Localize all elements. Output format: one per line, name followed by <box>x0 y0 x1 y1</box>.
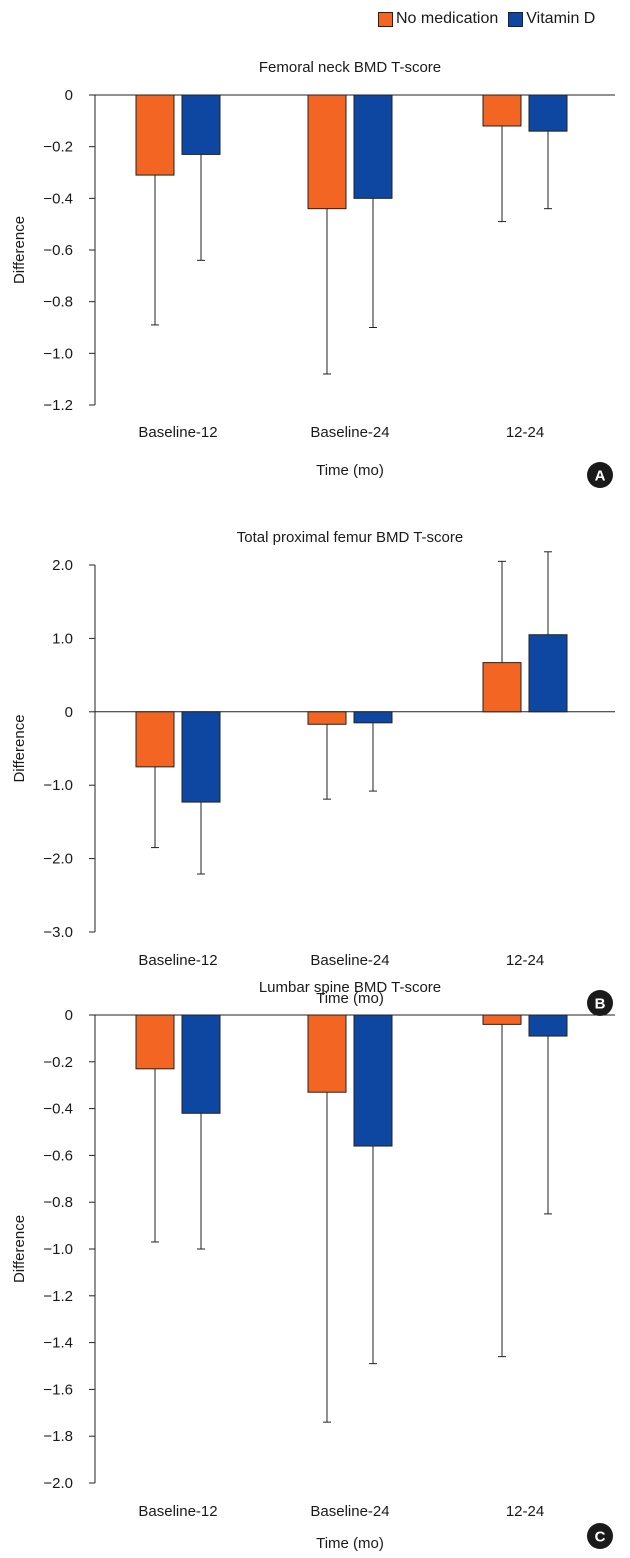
y-tick-label: 0 <box>65 704 73 721</box>
x-tick-label: Baseline-12 <box>138 424 217 441</box>
x-tick-label: Baseline-12 <box>138 1503 217 1520</box>
y-tick-label: −0.6 <box>43 242 73 259</box>
legend-swatch-vitamin-d <box>508 11 524 27</box>
bar-no-medication <box>307 94 347 210</box>
y-tick-label: −0.4 <box>43 1101 73 1118</box>
bar-no-medication <box>307 711 347 725</box>
bar-no-medication <box>482 1014 522 1025</box>
y-tick-label: −1.0 <box>43 1241 73 1258</box>
chart-title: Femoral neck BMD T-score <box>259 59 441 76</box>
chart-title: Total proximal femur BMD T-score <box>237 529 463 546</box>
chart-panel-a: Femoral neck BMD T-score 0 −0.2 −0.4 −0.6 −0.… <box>11 59 615 488</box>
x-tick-label: Baseline-12 <box>138 952 217 969</box>
y-tick-label: −0.6 <box>43 1147 73 1164</box>
bar-no-medication <box>135 1014 175 1070</box>
panel-badge: C <box>587 1523 613 1549</box>
x-tick-label: 12-24 <box>506 1503 544 1520</box>
bar-vitamin-d <box>528 94 568 132</box>
x-tick-label: Baseline-24 <box>310 424 389 441</box>
panel-badge: B <box>587 990 613 1016</box>
y-tick-label: 0 <box>65 1007 73 1024</box>
y-tick-label: 0 <box>65 87 73 104</box>
bar-vitamin-d <box>528 634 568 713</box>
y-tick-label: 1.0 <box>52 630 73 647</box>
bar-no-medication <box>482 94 522 127</box>
x-tick-label: Baseline-24 <box>310 952 389 969</box>
x-tick-label: Baseline-24 <box>310 1503 389 1520</box>
bar-vitamin-d <box>353 1014 393 1147</box>
legend-swatch-no-medication <box>378 11 393 27</box>
panel-badge-circle <box>587 462 613 488</box>
chart-legend: No medication Vitamin D <box>378 6 628 32</box>
chart-panel-b: Total proximal femur BMD T-score 2.0 1.0 0 −… <box>11 529 615 1016</box>
y-tick-label: −2.0 <box>43 851 73 868</box>
panel-badge-label: A <box>595 468 606 485</box>
y-axis-label: Difference <box>11 216 28 284</box>
chart-title: Lumbar spine BMD T-score <box>259 979 441 996</box>
y-tick-label: −1.8 <box>43 1428 73 1445</box>
x-axis-label: Time (mo) <box>316 990 384 1007</box>
panel-badge: A <box>587 462 613 488</box>
legend-item-no-medication: No medication <box>378 10 498 28</box>
bar-vitamin-d <box>353 711 393 724</box>
y-tick-label: −0.4 <box>43 190 73 207</box>
bar-no-medication <box>482 662 522 713</box>
y-tick-label: −0.8 <box>43 294 73 311</box>
y-axis-label: Difference <box>11 1215 28 1283</box>
chart-panel-c: Lumbar spine BMD T-score 0 −0.2 −0.4 −0.6 −0.… <box>11 979 615 1552</box>
bar-vitamin-d <box>181 711 221 803</box>
legend-label-no-medication: No medication <box>396 10 499 27</box>
y-tick-label: −0.8 <box>43 1194 73 1211</box>
bar-no-medication <box>307 1014 347 1093</box>
y-tick-label: −3.0 <box>43 924 73 941</box>
legend-item-vitamin-d: Vitamin D <box>508 10 595 28</box>
y-tick-label: −1.2 <box>43 397 73 414</box>
y-tick-label: −1.0 <box>43 777 73 794</box>
y-tick-label: −1.2 <box>43 1288 73 1305</box>
y-tick-label: 2.0 <box>52 557 73 574</box>
x-tick-label: 12-24 <box>506 424 544 441</box>
bar-vitamin-d <box>528 1014 568 1037</box>
panel-badge-label: C <box>595 1529 606 1546</box>
legend-label-vitamin-d: Vitamin D <box>526 10 596 27</box>
bar-vitamin-d <box>181 1014 221 1114</box>
bar-vitamin-d <box>353 94 393 199</box>
panel-badge-circle <box>587 990 613 1016</box>
panel-badge-label: B <box>595 996 606 1013</box>
y-tick-label: −0.2 <box>43 1054 73 1071</box>
y-tick-label: −0.2 <box>43 139 73 156</box>
bar-no-medication <box>135 94 175 176</box>
y-tick-label: −1.4 <box>43 1335 73 1352</box>
bar-no-medication <box>135 711 175 768</box>
y-axis-label: Difference <box>11 714 28 782</box>
y-tick-label: −1.0 <box>43 345 73 362</box>
y-tick-label: −1.6 <box>43 1381 73 1398</box>
y-tick-label: −2.0 <box>43 1475 73 1492</box>
panel-badge-circle <box>587 1523 613 1549</box>
x-axis-label: Time (mo) <box>316 462 384 479</box>
bar-vitamin-d <box>181 94 221 155</box>
x-axis-label: Time (mo) <box>316 1535 384 1552</box>
x-tick-label: 12-24 <box>506 952 544 969</box>
